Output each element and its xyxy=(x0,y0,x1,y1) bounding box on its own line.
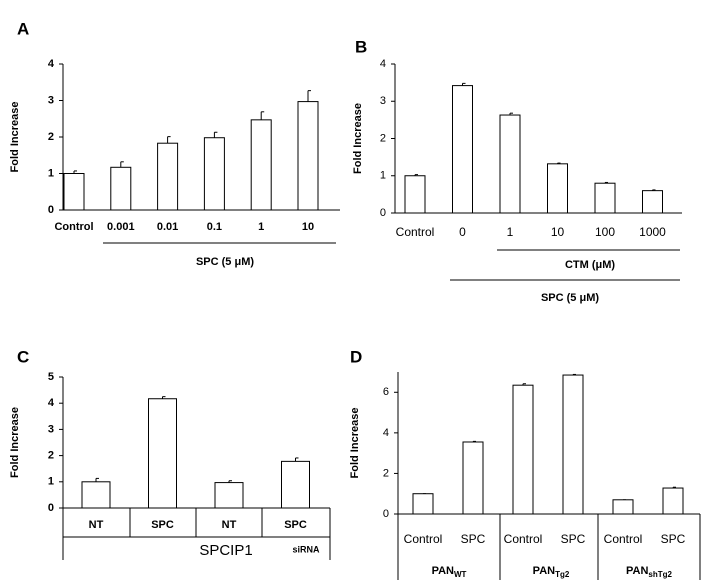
group-label: PANshTg2 xyxy=(626,565,673,579)
x-tick-label: 0.001 xyxy=(107,221,135,233)
panel-label: D xyxy=(350,347,362,366)
bar xyxy=(462,441,484,515)
bar xyxy=(81,481,111,509)
group-label: SPCIP1 xyxy=(199,542,252,559)
x-tick-label: SPC xyxy=(661,532,686,546)
y-tick-label: 2 xyxy=(383,467,389,479)
y-tick-label: 1 xyxy=(380,170,386,182)
x-tick-label: Control xyxy=(504,532,543,546)
bar xyxy=(642,190,663,214)
panel-label: B xyxy=(355,37,367,56)
y-tick-label: 3 xyxy=(380,95,386,107)
x-tick-label: Control xyxy=(396,225,435,239)
bar xyxy=(404,175,426,214)
x-tick-label: 0 xyxy=(459,225,466,239)
group-label: PANWT xyxy=(432,565,467,579)
x-tick-label: 10 xyxy=(551,225,565,239)
x-tick-label: Control xyxy=(604,532,643,546)
x-tick-label: SPC xyxy=(561,532,586,546)
bar xyxy=(662,487,684,515)
y-tick-label: 3 xyxy=(48,94,54,106)
y-tick-label: 5 xyxy=(48,371,54,383)
x-tick-label: Control xyxy=(54,221,93,233)
x-tick-label: SPC xyxy=(461,532,486,546)
x-tick-label: 0.01 xyxy=(157,221,178,233)
y-tick-label: 0 xyxy=(380,207,386,219)
bar xyxy=(214,482,244,509)
y-axis-label: Fold Increase xyxy=(9,102,21,173)
group-label: CTM (μM) xyxy=(565,259,615,271)
x-tick-label: Control xyxy=(404,532,443,546)
x-tick-label: SPC xyxy=(284,519,307,531)
bar xyxy=(250,119,272,211)
bar xyxy=(594,182,616,214)
group-label: SPC (5 μM) xyxy=(541,292,599,304)
group-subscript: shTg2 xyxy=(648,570,672,579)
x-tick-label: 1 xyxy=(258,221,264,233)
y-tick-label: 4 xyxy=(380,58,386,70)
x-tick-label: 10 xyxy=(302,221,314,233)
x-tick-label: 0.1 xyxy=(207,221,222,233)
y-tick-label: 0 xyxy=(48,502,54,514)
y-tick-label: 0 xyxy=(383,508,389,520)
bar xyxy=(63,173,85,211)
bar xyxy=(547,163,568,214)
x-tick-label: SPC xyxy=(151,519,174,531)
group-name: PAN xyxy=(533,565,555,577)
y-tick-label: 1 xyxy=(48,476,54,488)
group-name: PAN xyxy=(626,565,648,577)
y-tick-label: 4 xyxy=(48,397,55,409)
bar xyxy=(148,398,177,509)
group-subscript: WT xyxy=(454,570,467,579)
bar xyxy=(562,374,584,515)
x-tick-label: 1000 xyxy=(639,225,666,239)
bar xyxy=(297,101,319,211)
group-label: siRNA xyxy=(292,544,320,554)
y-tick-label: 2 xyxy=(380,132,386,144)
panel-label: C xyxy=(17,347,29,366)
x-tick-label: NT xyxy=(222,519,237,531)
bar xyxy=(110,166,132,211)
y-axis-label: Fold Increase xyxy=(352,103,364,174)
y-axis-label: Fold Increase xyxy=(349,408,361,479)
panel-label: A xyxy=(17,19,29,38)
group-label: PANTg2 xyxy=(533,565,570,579)
x-tick-label: 1 xyxy=(507,225,514,239)
bar xyxy=(512,384,534,515)
y-axis-label: Fold Increase xyxy=(9,407,21,478)
bar xyxy=(203,137,225,211)
bar xyxy=(412,493,434,515)
y-tick-label: 4 xyxy=(48,58,55,70)
bar xyxy=(452,85,473,214)
y-tick-label: 1 xyxy=(48,167,54,179)
group-label: SPC (5 μM) xyxy=(196,256,254,268)
y-tick-label: 6 xyxy=(383,386,389,398)
bar xyxy=(612,499,634,515)
bar xyxy=(281,460,310,509)
bar xyxy=(499,114,521,214)
x-tick-label: NT xyxy=(89,519,104,531)
y-tick-label: 0 xyxy=(48,204,54,216)
group-subscript: Tg2 xyxy=(555,570,570,579)
y-tick-label: 2 xyxy=(48,450,54,462)
y-tick-label: 3 xyxy=(48,423,54,435)
bar xyxy=(157,142,179,211)
group-name: PAN xyxy=(432,565,454,577)
x-tick-label: 100 xyxy=(595,225,615,239)
y-tick-label: 4 xyxy=(383,427,389,439)
y-tick-label: 2 xyxy=(48,131,54,143)
